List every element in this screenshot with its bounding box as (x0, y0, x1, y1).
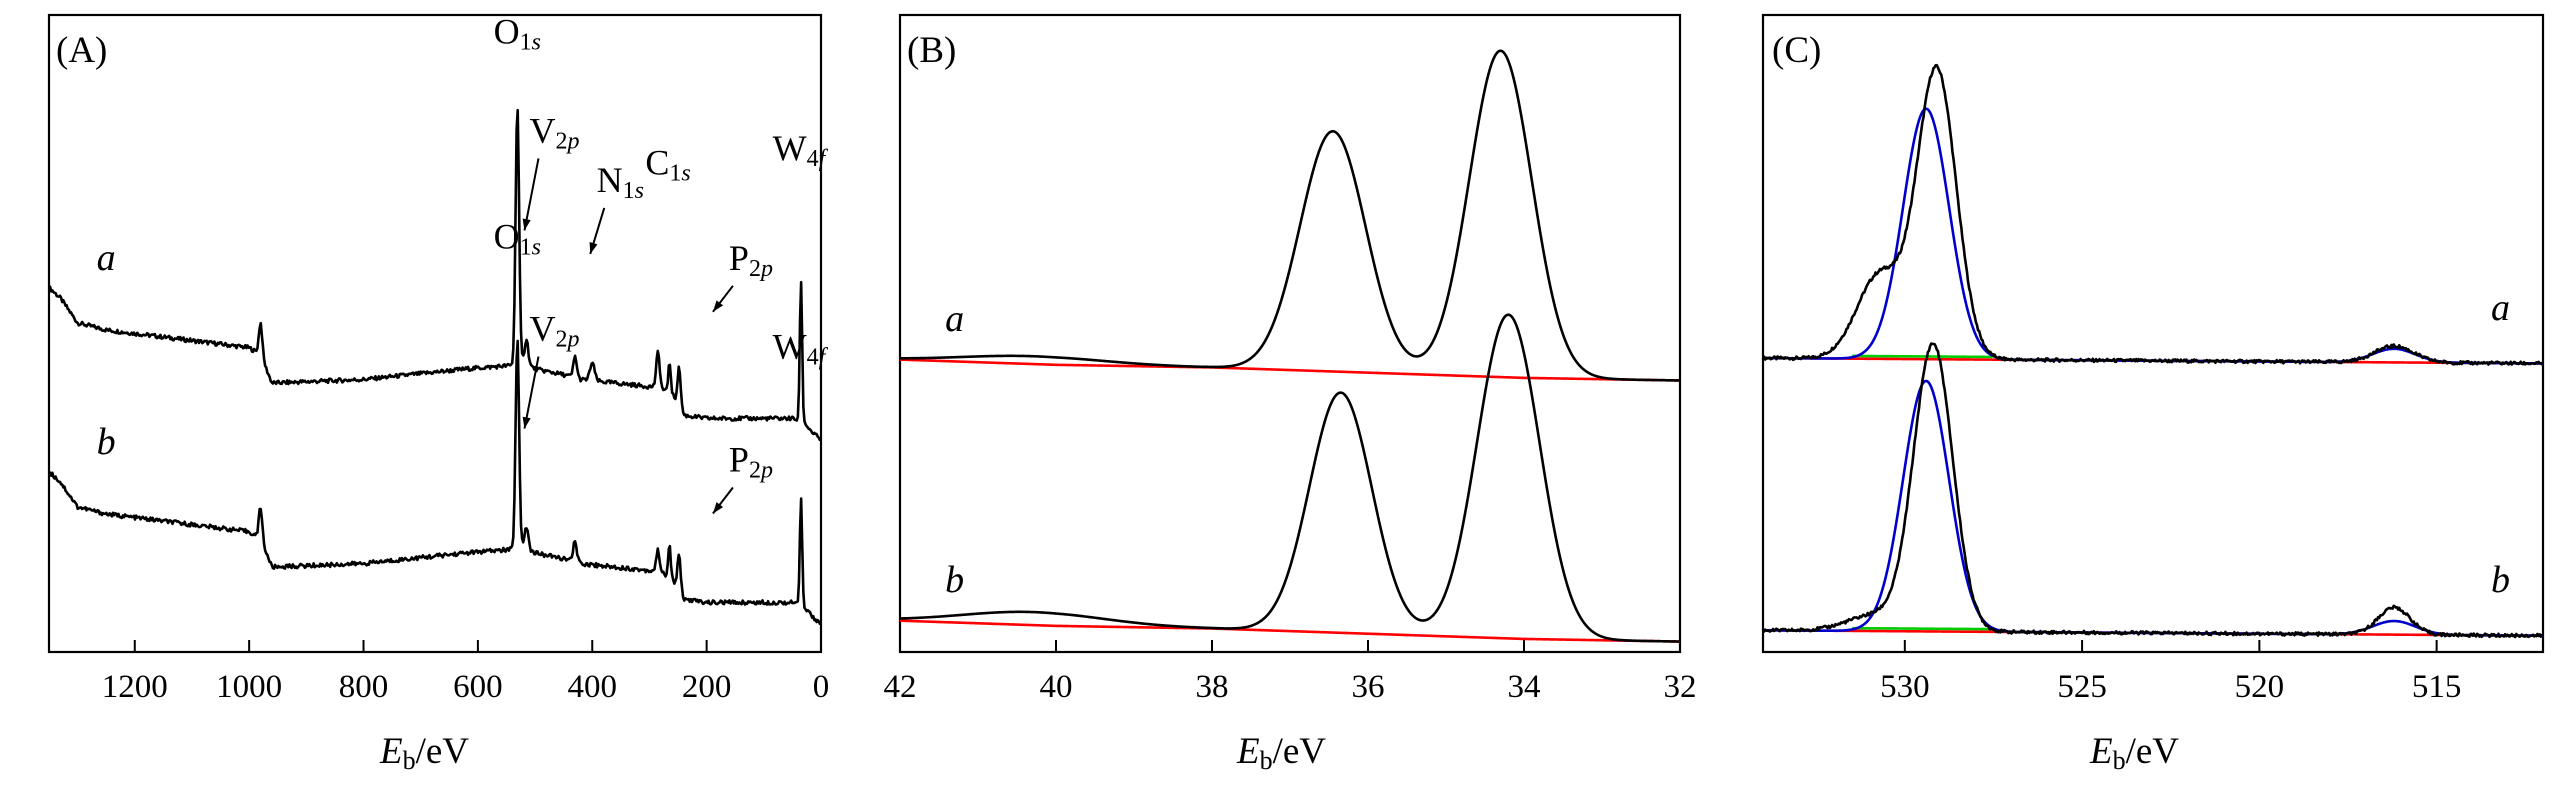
x-tick-label: 520 (2235, 669, 2285, 705)
panel-c-frame (1761, 13, 2545, 654)
panel-a: (A) 1200 1000 800 600 400 200 0 ab O1sV2pN1sC1… (47, 11, 829, 775)
spectrum-line-a (47, 108, 823, 442)
spectrum-line-b (48, 339, 823, 626)
fit-line-a (1762, 107, 2544, 365)
x-tick-label: 1200 (102, 669, 168, 705)
curve-label-a: a (945, 298, 964, 340)
peak-arrow-head (522, 416, 531, 429)
spectrum-line-a (899, 49, 1681, 382)
peak-arrow-head (589, 241, 598, 254)
spectrum-line-b (1761, 342, 2544, 639)
panel-a-label: (A) (56, 30, 107, 71)
curve-label-b: b (2491, 559, 2510, 601)
peak-arrow-head (522, 218, 531, 231)
peak-label: O1s (494, 217, 541, 261)
component-line-a (1851, 354, 1993, 359)
x-tick-label: 38 (1196, 669, 1229, 705)
peak-arrow (523, 356, 540, 429)
peak-label: C1s (645, 142, 690, 186)
x-tick-label: 32 (1664, 669, 1697, 705)
x-tick-label: 34 (1508, 669, 1541, 705)
x-tick-label: 400 (568, 669, 618, 705)
peak-arrow-head (712, 502, 724, 514)
panel-c-x-axis-label: Eb/eV (2089, 731, 2179, 775)
panel-a-x-axis-label: Eb/eV (379, 731, 469, 775)
peak-label: W4f (773, 326, 829, 370)
peak-label: V2p (529, 110, 579, 154)
x-tick-label: 530 (1880, 669, 1930, 705)
peak-label: V2p (529, 309, 579, 353)
panel-b-x-axis-label: Eb/eV (1236, 731, 1326, 775)
peak-label: W4f (773, 128, 829, 172)
x-tick-label: 800 (339, 669, 389, 705)
panel-b-x-ticks: 42 40 38 36 34 32 (884, 640, 1697, 705)
peak-arrow (523, 158, 540, 231)
curve-label-a: a (97, 237, 116, 279)
x-tick-label: 200 (682, 669, 732, 705)
x-tick-label: 0 (813, 669, 830, 705)
x-tick-label: 525 (2057, 669, 2107, 705)
panel-a-traces: ab (47, 108, 823, 626)
background-line-b (899, 619, 1681, 643)
peak-label: O1s (494, 11, 541, 55)
panel-c: (C) 530 525 520 515 ab Eb/eV (1761, 13, 2545, 775)
x-tick-label: 1000 (216, 669, 282, 705)
panel-a-frame (47, 13, 823, 654)
panel-c-x-ticks: 530 525 520 515 (1880, 640, 2461, 705)
panel-b-label: (B) (907, 30, 956, 71)
spectrum-line-a (1761, 63, 2545, 366)
panel-b: (B) 42 40 38 36 34 32 ab Eb/eV (884, 13, 1697, 775)
panel-c-traces: ab (1761, 63, 2545, 639)
curve-label-b: b (97, 421, 116, 463)
fit-line-b (1762, 379, 2544, 637)
panel-c-label: (C) (1772, 30, 1821, 71)
component-line-b (1851, 626, 1993, 631)
panel-b-frame (898, 13, 1682, 654)
peak-label: P2p (729, 440, 773, 484)
panel-a-x-ticks: 1200 1000 800 600 400 200 0 (102, 640, 829, 705)
peak-arrow-head (712, 300, 724, 312)
spectrum-line-b (899, 313, 1681, 643)
curve-label-a: a (2491, 287, 2510, 329)
panel-b-traces: ab (899, 49, 1681, 643)
peak-label: P2p (729, 238, 773, 282)
x-tick-label: 42 (884, 669, 917, 705)
peak-label: N1s (597, 160, 644, 204)
background-line-a (899, 358, 1681, 382)
curve-label-b: b (945, 559, 964, 601)
x-tick-label: 40 (1040, 669, 1073, 705)
x-tick-label: 515 (2412, 669, 2462, 705)
x-tick-label: 36 (1352, 669, 1385, 705)
x-tick-label: 600 (453, 669, 503, 705)
